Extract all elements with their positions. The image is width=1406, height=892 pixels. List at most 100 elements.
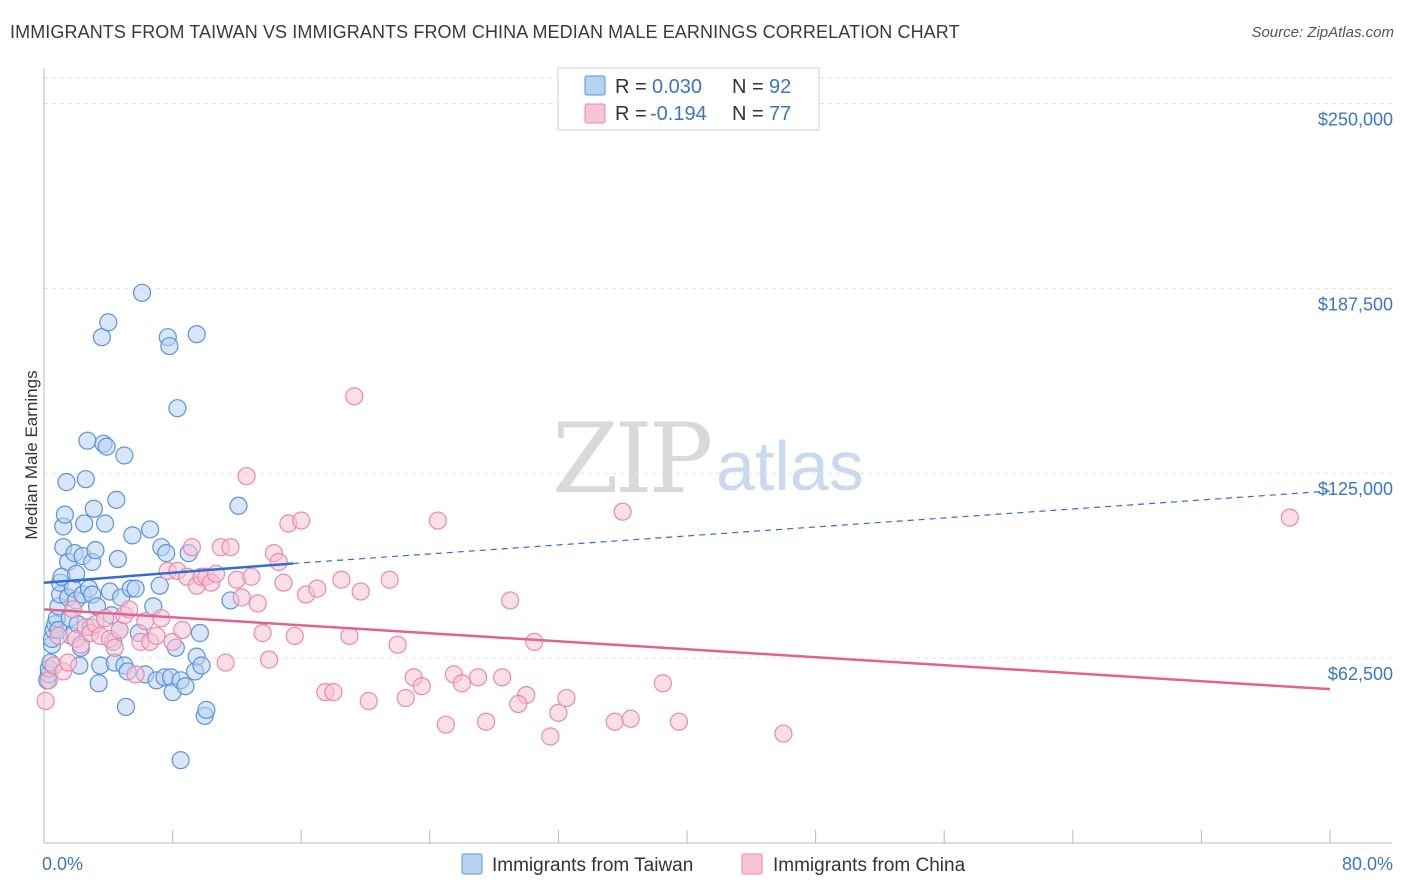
- y-tick-labels: $62,500 $125,000 $187,500 $250,000: [1318, 109, 1393, 684]
- y-tick-label: $125,000: [1318, 479, 1393, 499]
- china-point: [388, 635, 407, 654]
- x-tick-labels: 0.0% 80.0%: [42, 830, 1393, 874]
- trend-lines: [43, 490, 1331, 691]
- y-tick-label: $187,500: [1318, 294, 1393, 314]
- china-point: [105, 638, 124, 657]
- china-point: [63, 600, 83, 619]
- series-legend-taiwan-swatch: [461, 853, 483, 875]
- china-point: [476, 712, 496, 731]
- china-point: [163, 632, 182, 651]
- china-point: [468, 668, 488, 687]
- taiwan-point: [115, 446, 134, 465]
- y-axis-label: Median Male Earnings: [22, 370, 41, 539]
- china-point: [71, 635, 91, 654]
- series-legend: Immigrants from Taiwan Immigrants from C…: [461, 853, 966, 876]
- y-tick-label: $250,000: [1318, 109, 1393, 129]
- china-point: [332, 570, 351, 589]
- taiwan-trend-line: [43, 562, 294, 584]
- china-point: [549, 703, 568, 722]
- china-point: [380, 570, 399, 589]
- china-point: [1280, 508, 1299, 527]
- taiwan-point: [176, 677, 195, 696]
- china-point: [147, 626, 166, 646]
- taiwan-point: [150, 576, 169, 595]
- chart-title: IMMIGRANTS FROM TAIWAN VS IMMIGRANTS FRO…: [10, 22, 960, 42]
- legend-taiwan-n-label: N =: [732, 76, 764, 98]
- taiwan-point: [168, 399, 187, 418]
- china-point: [525, 632, 544, 651]
- china-point: [351, 582, 370, 601]
- china-point: [428, 511, 447, 530]
- china-point: [248, 594, 267, 613]
- x-tick-label: 0.0%: [42, 854, 83, 874]
- series-legend-china-label: Immigrants from China: [773, 855, 966, 876]
- china-point: [285, 626, 304, 646]
- taiwan-point: [160, 336, 179, 356]
- taiwan-point: [108, 549, 128, 569]
- taiwan-point: [84, 499, 103, 518]
- taiwan-point: [99, 313, 118, 332]
- china-point: [182, 538, 201, 557]
- series-legend-china-swatch: [741, 853, 763, 875]
- china-point: [605, 712, 624, 731]
- taiwan-point: [123, 526, 142, 545]
- taiwan-point: [55, 505, 74, 524]
- taiwan-point: [140, 520, 160, 539]
- legend-china-swatch: [584, 103, 606, 124]
- china-point: [345, 387, 364, 406]
- china-point: [292, 511, 311, 530]
- taiwan-point: [78, 431, 97, 450]
- china-point: [436, 715, 455, 734]
- china-point: [126, 665, 145, 684]
- taiwan-point: [67, 564, 86, 583]
- china-point: [493, 668, 512, 687]
- china-point: [653, 674, 672, 693]
- taiwan-point: [171, 751, 190, 770]
- taiwan-point: [126, 579, 145, 598]
- legend-china-n-label: N =: [732, 103, 764, 125]
- taiwan-point: [97, 437, 116, 456]
- china-point: [269, 552, 288, 572]
- series-legend-taiwan-label: Immigrants from Taiwan: [492, 855, 693, 876]
- axes: [43, 68, 1392, 844]
- taiwan-point: [75, 514, 94, 533]
- china-point: [221, 538, 240, 557]
- china-point: [232, 588, 251, 607]
- correlation-legend: R = 0.030 N = 92 R = -0.194 N = 77: [557, 67, 820, 131]
- china-point: [253, 623, 272, 643]
- china-point: [173, 620, 192, 640]
- taiwan-point: [197, 700, 216, 719]
- taiwan-points: [38, 283, 248, 770]
- china-points: [36, 387, 1299, 746]
- china-point: [452, 674, 472, 693]
- china-point: [396, 688, 415, 708]
- source-label: Source: ZipAtlas.com: [1251, 24, 1394, 41]
- china-point: [509, 694, 528, 714]
- china-point: [36, 691, 55, 711]
- taiwan-point: [107, 490, 126, 509]
- china-point: [324, 683, 343, 702]
- china-point: [412, 677, 431, 696]
- china-point: [501, 591, 520, 610]
- taiwan-point: [229, 496, 248, 515]
- legend-taiwan-r-value: 0.030: [652, 76, 702, 98]
- china-point: [774, 724, 793, 743]
- watermark-atlas: atlas: [716, 427, 864, 505]
- china-point: [274, 573, 293, 592]
- legend-china-r-value: -0.194: [650, 103, 707, 125]
- taiwan-point: [157, 544, 176, 563]
- taiwan-point: [192, 656, 211, 675]
- china-point: [242, 567, 261, 586]
- legend-taiwan-r-label: R =: [615, 76, 647, 98]
- watermark: ZIP atlas: [552, 403, 864, 515]
- taiwan-point: [116, 697, 136, 717]
- taiwan-point: [190, 623, 210, 643]
- china-point: [237, 467, 256, 486]
- watermark-zip: ZIP: [552, 403, 711, 515]
- china-point: [308, 579, 327, 598]
- china-point: [59, 653, 78, 672]
- legend-china-r-label: R =: [615, 103, 647, 125]
- taiwan-point: [57, 473, 76, 492]
- china-point: [621, 709, 640, 728]
